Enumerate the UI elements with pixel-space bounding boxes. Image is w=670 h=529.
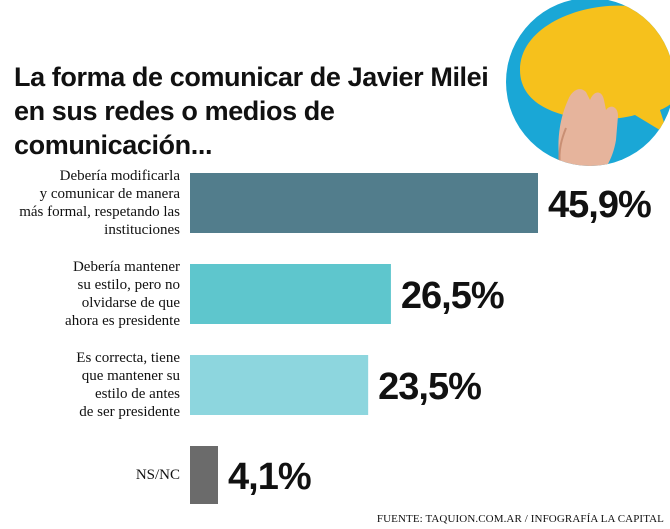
value-label-1: 45,9% [548,184,651,226]
bar-2 [190,264,391,324]
value-label-2: 26,5% [401,275,504,317]
chart-title: La forma de comunicar de Javier Milei en… [14,60,534,162]
category-label-4: NS/NC [136,467,180,483]
bar-3 [190,355,369,415]
speech-bubble [520,5,670,135]
value-label-4: 4,1% [228,456,311,498]
category-label-1: Debería modificarla y comunicar de manera… [19,168,180,238]
source-note: FUENTE: TAQUION.COM.AR / INFOGRAFÍA LA C… [376,513,664,525]
bar-4 [190,446,218,504]
chart-title-line-1: La forma de comunicar de Javier Milei [14,62,489,92]
value-label-3: 23,5% [378,366,481,408]
hand [558,89,618,166]
bar-1 [190,173,538,233]
category-label-3: Es correcta, tiene que mantener su estilo … [76,350,180,420]
category-label-2: Debería mantener su estilo, pero no olvida… [65,259,180,329]
chart-title-line-2: en sus redes o medios de comunicación... [14,96,335,160]
